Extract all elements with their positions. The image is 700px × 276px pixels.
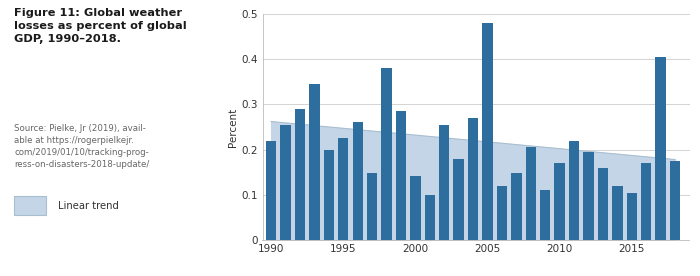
Bar [526,147,536,240]
Bar [612,186,622,240]
Bar [655,57,666,240]
Y-axis label: Percent: Percent [228,107,238,147]
Bar [454,159,464,240]
Bar [482,23,493,240]
Bar [583,152,594,240]
Text: Linear trend: Linear trend [58,201,119,211]
Bar [497,186,508,240]
Bar [353,123,363,240]
FancyBboxPatch shape [15,196,46,215]
Bar [395,111,406,240]
Bar [511,173,522,240]
Bar [382,68,392,240]
Bar [670,161,680,240]
Bar [266,140,276,240]
Bar [540,190,550,240]
Bar [338,138,349,240]
Bar [295,109,305,240]
Bar [323,150,334,240]
Bar [626,193,637,240]
Bar [641,163,652,240]
Bar [410,176,421,240]
Bar [554,163,565,240]
Bar [281,125,290,240]
Text: Source: Pielke, Jr (2019), avail-
able at https://rogerpielkejr.
com/2019/01/10/: Source: Pielke, Jr (2019), avail- able a… [15,124,150,169]
Bar [569,140,580,240]
Bar [367,173,377,240]
Bar [598,168,608,240]
Text: Figure 11: Global weather
losses as percent of global
GDP, 1990–2018.: Figure 11: Global weather losses as perc… [15,8,187,44]
Bar [309,84,320,240]
Bar [425,195,435,240]
Bar [468,118,478,240]
Bar [439,125,449,240]
